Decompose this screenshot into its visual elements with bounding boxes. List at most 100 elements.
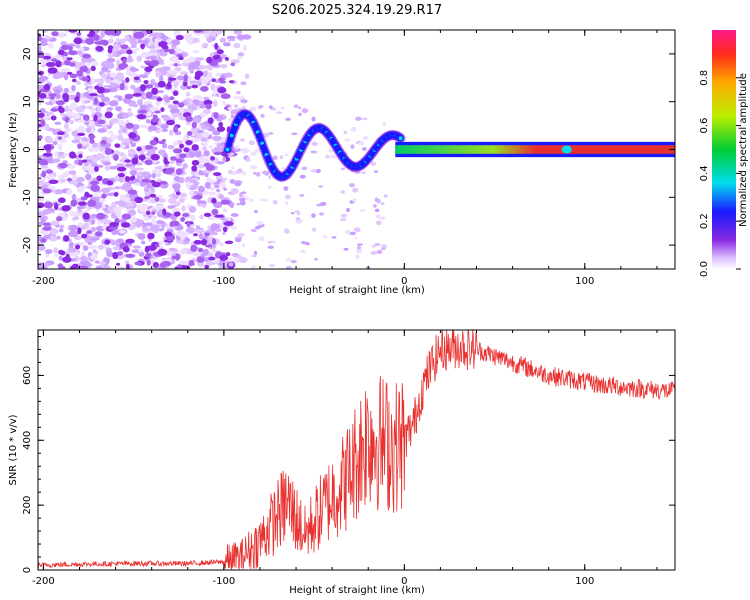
- noise-blob: [311, 116, 316, 122]
- noise-blob-strong: [161, 45, 169, 50]
- noise-blob-strong: [90, 65, 96, 72]
- noise-blob: [352, 198, 357, 203]
- noise-blob: [361, 171, 367, 175]
- noise-blob: [188, 190, 195, 195]
- noise-blob: [127, 148, 136, 156]
- noise-blob: [151, 126, 158, 132]
- noise-blob: [171, 39, 181, 46]
- noise-blob: [106, 107, 114, 111]
- noise-blob: [208, 191, 213, 196]
- noise-blob: [373, 170, 379, 173]
- noise-blob: [137, 233, 146, 240]
- noise-blob-strong: [136, 113, 147, 120]
- noise-blob: [90, 237, 100, 241]
- noise-blob-strong: [125, 122, 134, 129]
- noise-blob-strong: [125, 238, 135, 244]
- noise-blob-strong: [172, 148, 183, 154]
- noise-blob-strong: [158, 140, 165, 145]
- noise-blob: [285, 117, 291, 121]
- noise-blob: [375, 214, 381, 219]
- noise-blob: [190, 138, 200, 143]
- colorbar-tick-label: 0.8: [699, 70, 710, 86]
- noise-blob: [223, 178, 227, 181]
- noise-blob: [258, 236, 265, 242]
- noise-blob-strong: [93, 166, 99, 172]
- noise-blob-strong: [205, 103, 212, 110]
- noise-blob: [244, 73, 250, 80]
- noise-blob: [343, 247, 349, 251]
- noise-blob-strong: [68, 62, 76, 67]
- noise-blob-strong: [132, 93, 142, 97]
- noise-blob: [65, 111, 75, 117]
- noise-blob-strong: [152, 114, 158, 120]
- noise-blob: [168, 194, 174, 198]
- noise-blob-strong: [78, 159, 83, 166]
- noise-blob-strong: [77, 227, 82, 235]
- noise-blob-strong: [38, 70, 44, 76]
- noise-blob-strong: [151, 211, 156, 215]
- noise-blob: [301, 166, 308, 171]
- noise-blob: [362, 147, 367, 151]
- noise-blob: [205, 260, 214, 266]
- noise-blob: [241, 171, 247, 176]
- noise-blob: [39, 230, 48, 236]
- noise-blob-strong: [48, 179, 59, 185]
- noise-blob: [66, 189, 73, 195]
- noise-blob: [208, 145, 214, 149]
- noise-blob: [222, 231, 226, 235]
- noise-blob: [73, 135, 82, 141]
- noise-blob-strong: [40, 238, 47, 243]
- noise-blob: [38, 45, 42, 53]
- noise-blob-strong: [124, 159, 131, 163]
- noise-blob: [339, 218, 347, 222]
- noise-blob-strong: [144, 159, 153, 166]
- noise-blob-strong: [207, 117, 214, 125]
- noise-blob: [164, 96, 171, 103]
- noise-blob: [249, 198, 254, 203]
- noise-blob: [290, 260, 297, 264]
- noise-blob-strong: [57, 49, 65, 55]
- noise-blob: [228, 170, 233, 174]
- noise-blob-strong: [224, 240, 234, 245]
- noise-blob-strong: [191, 159, 200, 166]
- noise-blob: [199, 104, 206, 109]
- noise-blob: [95, 153, 105, 159]
- noise-blob: [94, 260, 100, 264]
- noise-blob: [86, 127, 92, 133]
- noise-blob: [296, 211, 301, 216]
- noise-blob: [172, 172, 177, 176]
- noise-blob: [127, 107, 132, 112]
- noise-blob: [66, 43, 76, 47]
- noise-blob-strong: [216, 49, 224, 55]
- noise-blob: [260, 113, 265, 118]
- noise-blob-strong: [191, 121, 197, 129]
- noise-blob: [108, 165, 118, 170]
- noise-blob-strong: [71, 263, 79, 269]
- noise-blob: [116, 238, 125, 243]
- noise-blob: [291, 132, 298, 135]
- noise-blob: [111, 229, 118, 235]
- noise-blob: [210, 248, 217, 253]
- noise-blob: [54, 72, 60, 80]
- noise-blob-strong: [85, 37, 95, 45]
- noise-blob: [141, 240, 146, 245]
- noise-blob-strong: [95, 231, 103, 237]
- noise-blob: [181, 205, 186, 212]
- noise-blob-strong: [42, 226, 52, 231]
- noise-blob: [216, 178, 222, 183]
- noise-blob: [372, 204, 377, 208]
- noise-blob: [108, 62, 115, 69]
- noise-blob-strong: [134, 196, 144, 204]
- noise-blob: [124, 260, 130, 265]
- noise-blob-strong: [80, 196, 88, 201]
- noise-blob: [95, 265, 104, 269]
- noise-blob: [198, 233, 203, 240]
- noise-blob-strong: [38, 36, 43, 42]
- noise-blob: [115, 106, 122, 111]
- noise-blob: [71, 217, 79, 221]
- noise-blob-strong: [76, 70, 84, 77]
- noise-blob-strong: [197, 247, 204, 253]
- noise-blob: [174, 201, 181, 207]
- noise-blob-strong: [175, 34, 184, 41]
- noise-blob-strong: [62, 235, 70, 242]
